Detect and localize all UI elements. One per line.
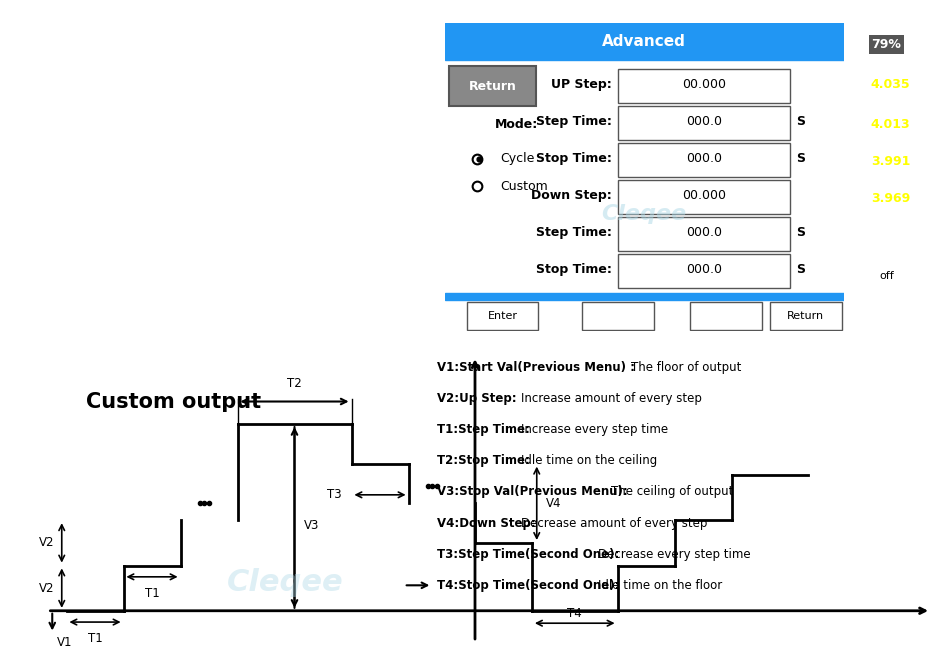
Text: da
00: da 00: [902, 229, 914, 249]
Text: S: S: [796, 226, 805, 239]
Text: 000.0: 000.0: [686, 152, 722, 165]
Text: 000.0: 000.0: [686, 115, 722, 128]
Text: T3: T3: [328, 488, 342, 501]
Text: 3.991: 3.991: [871, 155, 910, 168]
Text: S: S: [796, 152, 805, 165]
Text: 00.000: 00.000: [682, 78, 726, 91]
Text: Idle time on the floor: Idle time on the floor: [598, 579, 723, 592]
Text: Advanced: Advanced: [602, 34, 686, 49]
Text: V3:Stop Val(Previous Menu):: V3:Stop Val(Previous Menu):: [437, 485, 628, 499]
Text: Mode:: Mode:: [495, 118, 538, 131]
Text: Decrease every step time: Decrease every step time: [598, 548, 751, 561]
Text: V1: V1: [57, 636, 72, 649]
Text: S: S: [796, 263, 805, 276]
Text: Return: Return: [788, 311, 825, 321]
Text: V4: V4: [546, 497, 561, 510]
Text: T2:Stop Time:: T2:Stop Time:: [437, 455, 530, 467]
Text: The ceiling of output: The ceiling of output: [612, 485, 733, 499]
Text: Enter: Enter: [487, 311, 518, 321]
Text: Step Time:: Step Time:: [537, 226, 612, 239]
Text: Stop Time:: Stop Time:: [537, 263, 612, 276]
Text: V2: V2: [39, 537, 54, 549]
Text: 00
01:30: 00 01:30: [852, 229, 878, 249]
FancyBboxPatch shape: [582, 302, 654, 330]
Text: 79%: 79%: [871, 38, 902, 51]
Text: 4.035: 4.035: [871, 78, 910, 91]
Text: 4.013: 4.013: [871, 118, 910, 131]
FancyBboxPatch shape: [770, 302, 842, 330]
Text: T1:Step Time:: T1:Step Time:: [437, 423, 530, 436]
Text: V4:Down Step:: V4:Down Step:: [437, 517, 536, 529]
FancyBboxPatch shape: [466, 302, 539, 330]
Text: T4: T4: [567, 607, 582, 621]
FancyBboxPatch shape: [618, 180, 789, 214]
Text: T4:Stop Time(Second One):: T4:Stop Time(Second One):: [437, 579, 619, 592]
FancyBboxPatch shape: [618, 70, 789, 103]
FancyBboxPatch shape: [448, 66, 537, 106]
FancyBboxPatch shape: [445, 23, 844, 60]
Text: S: S: [796, 115, 805, 128]
Text: Step Time:: Step Time:: [537, 115, 612, 128]
Text: Cleqee: Cleqee: [227, 568, 343, 597]
Text: V2:Up Step:: V2:Up Step:: [437, 392, 524, 405]
Text: V1:Start Val(Previous Menu) :: V1:Start Val(Previous Menu) :: [437, 361, 639, 374]
Text: Down Step:: Down Step:: [531, 189, 612, 202]
Text: off: off: [879, 271, 894, 281]
Text: V3: V3: [304, 520, 319, 533]
Text: Cycle: Cycle: [501, 152, 535, 165]
Text: Custom: Custom: [501, 180, 548, 193]
Text: V2: V2: [39, 582, 54, 594]
Text: T1: T1: [87, 632, 103, 646]
Text: The floor of output: The floor of output: [631, 361, 741, 374]
FancyBboxPatch shape: [618, 217, 789, 251]
FancyBboxPatch shape: [618, 143, 789, 177]
Text: Return: Return: [468, 79, 517, 92]
Text: T3:Step Time(Second One):: T3:Step Time(Second One):: [437, 548, 619, 561]
Text: 000.0: 000.0: [686, 226, 722, 239]
Text: Stop Time:: Stop Time:: [537, 152, 612, 165]
FancyBboxPatch shape: [445, 293, 844, 300]
Text: Cleqee: Cleqee: [601, 204, 687, 224]
FancyBboxPatch shape: [618, 106, 789, 140]
Text: Increase every step time: Increase every step time: [521, 423, 668, 436]
Text: Custom output: Custom output: [86, 392, 260, 411]
Text: T2: T2: [287, 377, 302, 390]
FancyBboxPatch shape: [618, 255, 789, 288]
Text: 00.000: 00.000: [682, 189, 726, 202]
Text: 3.969: 3.969: [871, 192, 910, 205]
Text: Decrease amount of every step: Decrease amount of every step: [521, 517, 708, 529]
Text: Increase amount of every step: Increase amount of every step: [521, 392, 702, 405]
Text: Idle time on the ceiling: Idle time on the ceiling: [521, 455, 657, 467]
Text: T1: T1: [144, 587, 160, 600]
Text: 000.0: 000.0: [686, 263, 722, 276]
FancyBboxPatch shape: [690, 302, 762, 330]
Text: UP Step:: UP Step:: [551, 78, 612, 91]
